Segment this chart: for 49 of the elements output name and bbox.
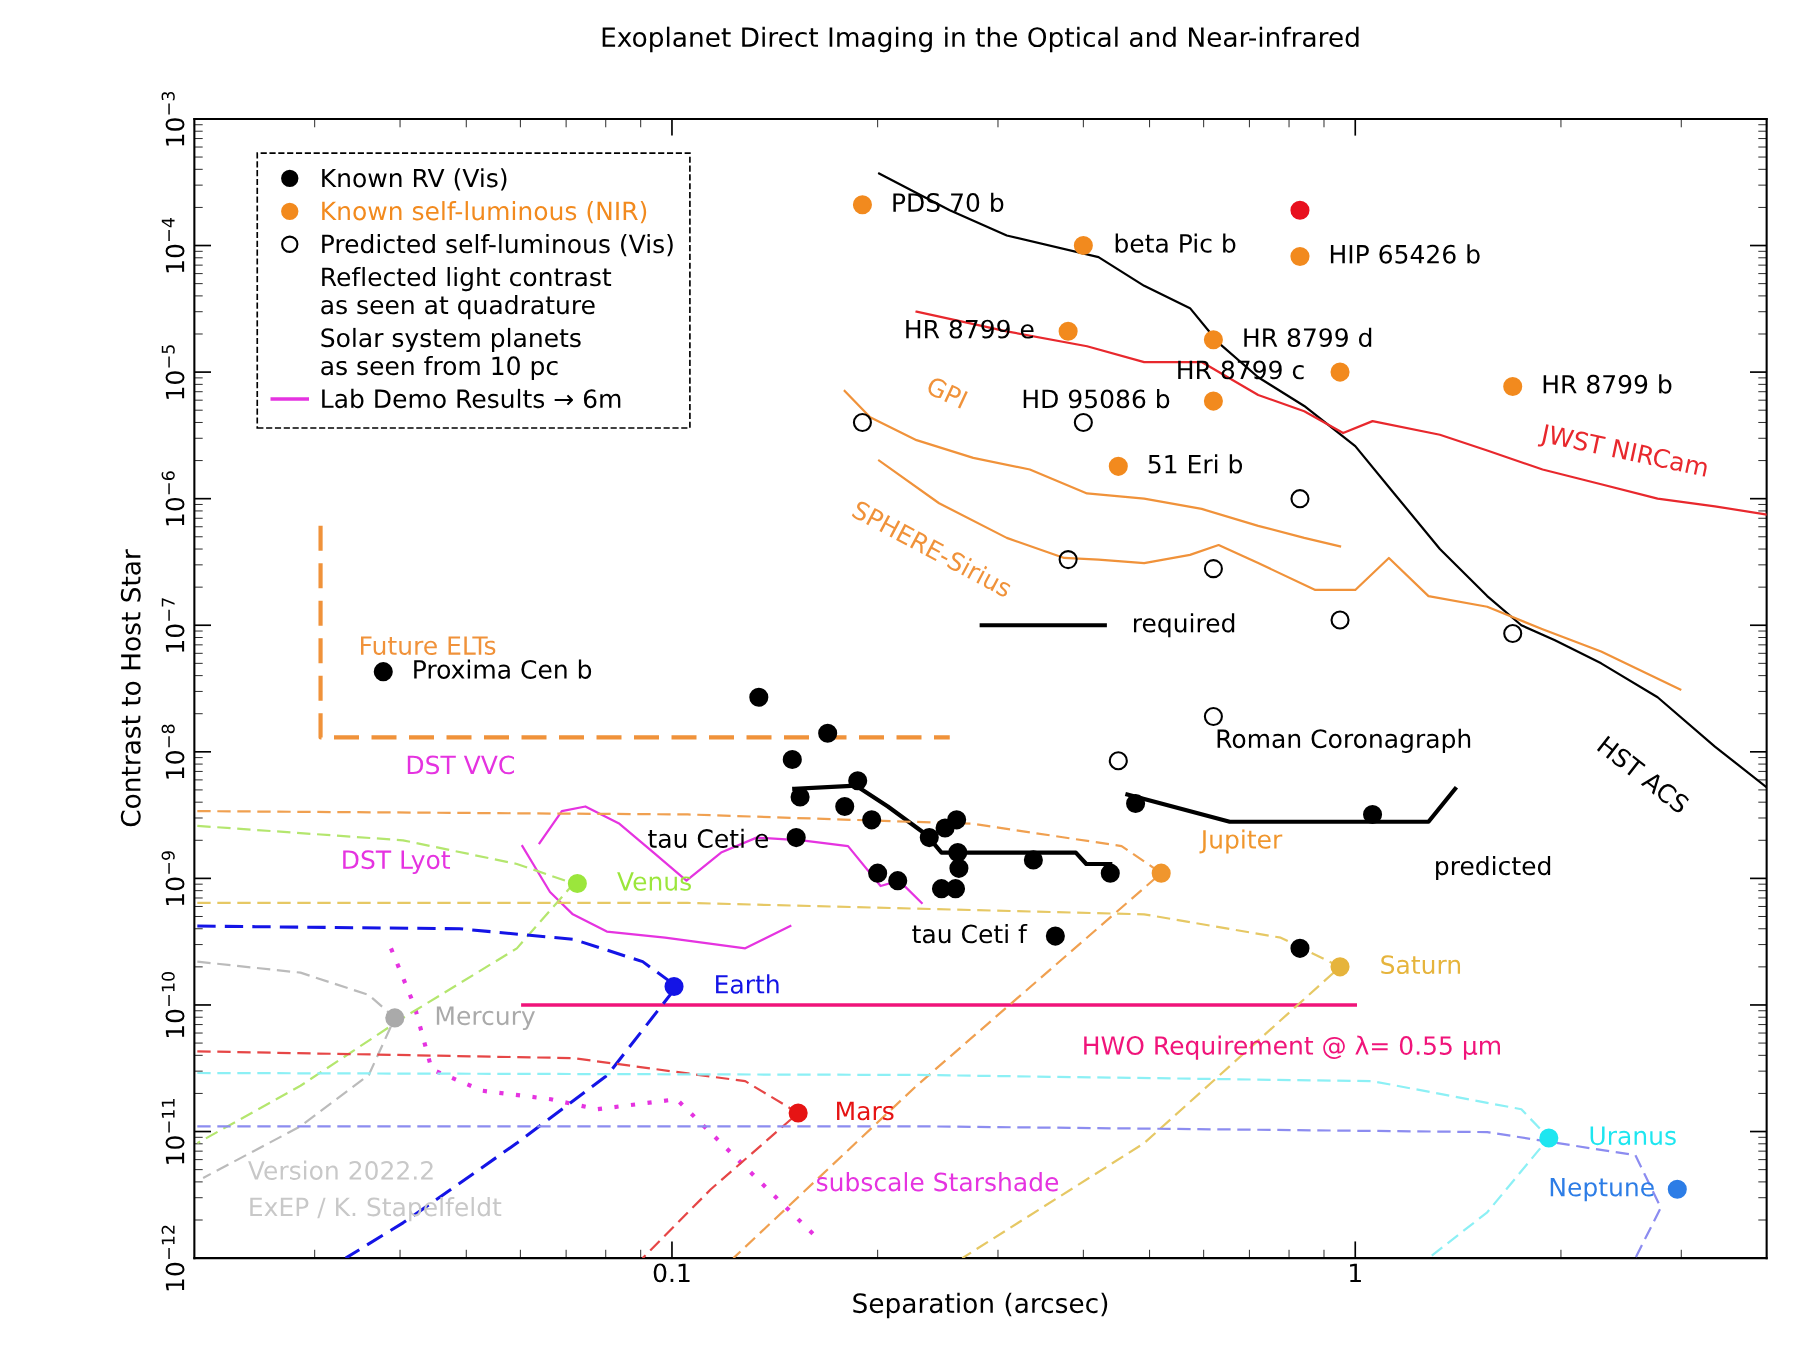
y-tick-label: 10$^{−3}$ xyxy=(161,91,185,146)
y-tick-label: 10$^{−8}$ xyxy=(161,724,185,779)
annotation: required xyxy=(1134,613,1235,638)
annotation: beta Pic b xyxy=(1115,233,1236,253)
series-label: HWO Requirement @ λ= 0.55 μm xyxy=(1084,1035,1500,1060)
series-label: Mars xyxy=(837,1101,894,1121)
text: JWST NIRCam xyxy=(1537,423,1709,482)
x-tick-label: 0.1 xyxy=(653,1263,690,1283)
y-tick-label: 10$^{−7}$ xyxy=(161,598,185,652)
legend-label: Lab Demo Results → 6m xyxy=(322,388,621,409)
annotation: 51 Eri b xyxy=(1148,454,1243,474)
legend-label: Known self-luminous (NIR) xyxy=(322,201,647,224)
series-label: Earth xyxy=(716,974,779,994)
x-tick-label: 1 xyxy=(1350,1263,1361,1282)
series-label: Uranus xyxy=(1590,1126,1676,1146)
legend-label: Known RV (Vis) xyxy=(322,168,507,191)
annotation: HD 95086 b xyxy=(1023,389,1170,409)
y-tick-label: 10$^{−10}$ xyxy=(161,972,185,1038)
y-tick-label: 10$^{−9}$ xyxy=(161,851,185,906)
legend-label: Predicted self-luminous (Vis) xyxy=(322,234,673,257)
text: GPI xyxy=(925,375,968,409)
series-label: subscale Starshade xyxy=(816,1172,1059,1192)
series-label: Neptune xyxy=(1550,1177,1654,1202)
series-label: Saturn xyxy=(1381,955,1461,975)
y-axis-title: Contrast to Host Star xyxy=(120,549,141,827)
series-label: Jupiter xyxy=(1199,829,1283,854)
x-axis-title: Separation (arcsec) xyxy=(853,1292,1108,1319)
y-tick-label: 10$^{−6}$ xyxy=(161,471,185,526)
annotation: HR 8799 b xyxy=(1543,374,1672,394)
annotation: Proxima Cen b xyxy=(414,659,592,679)
annotation: Solar system planets as seen from 10 pc xyxy=(321,327,581,381)
annotation: HIP 65426 b xyxy=(1330,244,1480,264)
annotation: Roman Coronagraph xyxy=(1217,728,1471,754)
chart-title: Exoplanet Direct Imaging in the Optical and Near-infrared xyxy=(602,26,1359,53)
text: HST ACS xyxy=(1596,735,1691,815)
y-tick-label: 10$^{−5}$ xyxy=(161,345,185,399)
y-tick-label: 10$^{−4}$ xyxy=(161,218,185,273)
annotation: tau Ceti f xyxy=(912,924,1028,944)
y-tick-label: 10$^{−11}$ xyxy=(161,1099,185,1164)
annotation: DST VVC xyxy=(407,755,515,775)
series-label: Mercury xyxy=(436,1006,535,1031)
series-label: Venus xyxy=(617,872,691,891)
annotation: predicted xyxy=(1436,855,1551,881)
y-tick-label: 10$^{−12}$ xyxy=(161,1225,185,1291)
series-label: Future ELTs xyxy=(361,636,496,656)
annotation: HR 8799 d xyxy=(1244,327,1372,348)
annotation: PDS 70 b xyxy=(893,192,1004,212)
annotation: Reflected light contrast as seen at quadrature xyxy=(321,266,612,320)
annotation: DST Lyot xyxy=(343,850,451,875)
